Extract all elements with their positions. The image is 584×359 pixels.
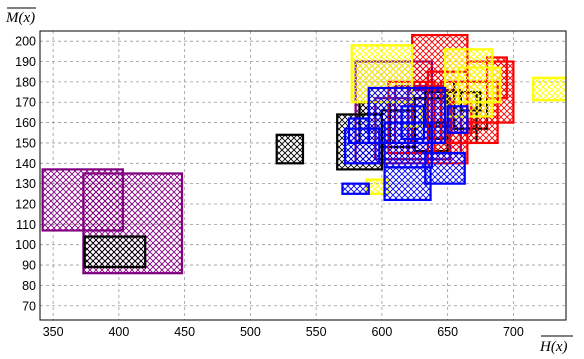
y-tick-label: 100 bbox=[15, 238, 36, 252]
series-group bbox=[341, 86, 469, 202]
x-tick-label: 650 bbox=[437, 325, 458, 339]
y-tick-label: 140 bbox=[15, 157, 36, 171]
interval-rect bbox=[446, 105, 469, 134]
y-tick-label: 80 bbox=[22, 279, 36, 293]
x-tick-label: 700 bbox=[503, 325, 524, 339]
y-tick-label: 180 bbox=[15, 75, 36, 89]
x-tick-label: 550 bbox=[306, 325, 327, 339]
plot-area bbox=[41, 33, 566, 275]
y-axis-label: M(x) bbox=[5, 10, 35, 26]
tick-labels: 350 400 450 500 550 600 650 700 70 80 90 100 110 120 1… bbox=[15, 35, 524, 339]
y-tick-label: 120 bbox=[15, 197, 36, 211]
interval-rect bbox=[341, 182, 370, 195]
plot-frame bbox=[39, 30, 567, 321]
y-tick-label: 190 bbox=[15, 55, 36, 69]
x-tick-label: 500 bbox=[240, 325, 261, 339]
interval-rect bbox=[457, 66, 502, 104]
x-tick-label: 450 bbox=[174, 325, 195, 339]
y-tick-label: 70 bbox=[22, 299, 36, 313]
interval-rect bbox=[347, 117, 370, 145]
x-tick-label: 400 bbox=[108, 325, 129, 339]
y-tick-label: 170 bbox=[15, 96, 36, 110]
y-axis-title: M(x) bbox=[5, 7, 36, 26]
y-tick-label: 130 bbox=[15, 177, 36, 191]
interval-rect bbox=[383, 166, 432, 202]
interval-rect bbox=[400, 105, 426, 140]
interval-rect bbox=[83, 235, 147, 269]
y-tick-label: 160 bbox=[15, 116, 36, 130]
interval-rect bbox=[275, 133, 305, 165]
x-axis-label: H(x) bbox=[539, 339, 567, 355]
x-axis-title: H(x) bbox=[539, 335, 573, 355]
interval-rect bbox=[424, 152, 466, 185]
y-tick-label: 90 bbox=[22, 259, 36, 273]
x-tick-label: 600 bbox=[371, 325, 392, 339]
y-tick-label: 110 bbox=[16, 218, 36, 232]
y-tick-label: 150 bbox=[15, 136, 36, 150]
x-tick-label: 350 bbox=[43, 325, 64, 339]
interval-rect bbox=[532, 76, 566, 102]
y-tick-label: 200 bbox=[15, 35, 36, 49]
